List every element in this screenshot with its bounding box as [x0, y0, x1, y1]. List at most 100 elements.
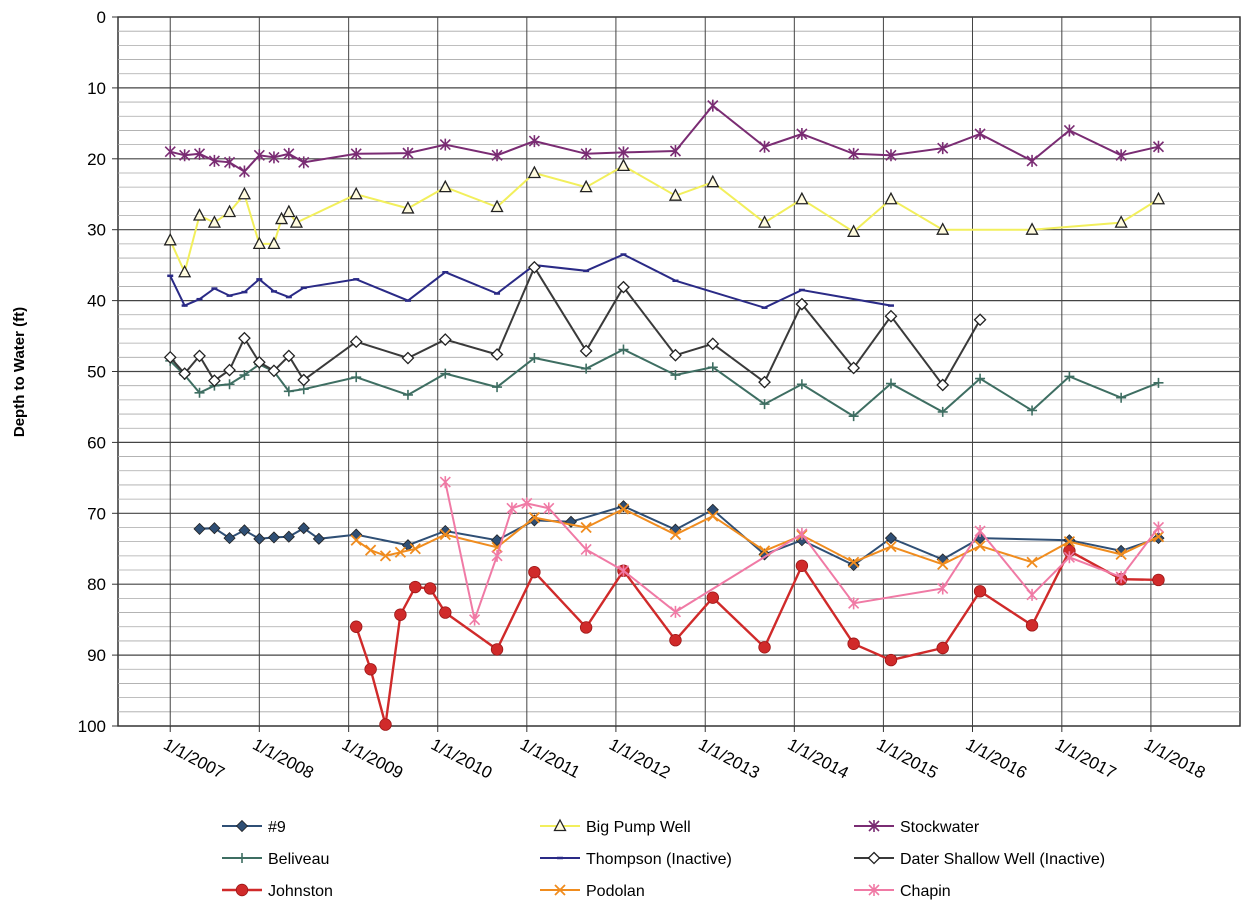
- data-point-stockwater: [402, 147, 414, 160]
- data-point-beliveau: [1027, 405, 1038, 416]
- data-point-big-pump-well: [1025, 222, 1039, 235]
- data-point-johnston: [1025, 619, 1039, 632]
- data-point-chapin: [669, 605, 682, 618]
- data-point-stockwater: [617, 146, 630, 159]
- data-point-big-pump-well: [207, 215, 221, 228]
- data-point-9: [439, 524, 452, 538]
- data-point-beliveau: [618, 344, 629, 355]
- data-point-podolan: [528, 511, 541, 524]
- data-point-chapin: [796, 527, 808, 540]
- data-point-beliveau: [239, 370, 250, 381]
- series-line-podolan: [355, 507, 1159, 566]
- series-johnston: [350, 544, 1165, 731]
- y-tick-label: 70: [87, 504, 106, 523]
- data-point-dater-shallow-well-inactive: [527, 260, 541, 274]
- data-point-stockwater: [298, 156, 310, 169]
- series-line-big-pump-well: [169, 164, 1160, 276]
- data-point-big-pump-well: [884, 191, 898, 205]
- data-point-podolan: [394, 546, 407, 558]
- legend-item-thompson-inactive: Thompson (Inactive): [540, 851, 732, 868]
- data-point-9: [223, 532, 236, 545]
- data-point-stockwater: [253, 149, 265, 162]
- data-point-9: [193, 522, 206, 535]
- data-point-9: [297, 522, 310, 535]
- y-axis-label: Depth to Water (ft): [11, 307, 28, 437]
- data-point-9: [884, 532, 898, 545]
- data-point-stockwater: [439, 138, 451, 151]
- data-point-big-pump-well: [616, 158, 631, 172]
- legend-marker: [867, 851, 881, 865]
- data-point-johnston: [439, 606, 452, 619]
- data-point-dater-shallow-well-inactive: [267, 364, 281, 378]
- data-point-stockwater: [223, 156, 236, 169]
- data-point-dater-shallow-well-inactive: [238, 331, 251, 345]
- data-point-beliveau: [402, 389, 413, 400]
- data-point-stockwater: [1063, 124, 1075, 137]
- legend-label: Thompson (Inactive): [586, 851, 732, 868]
- data-point-johnston: [758, 641, 771, 654]
- data-point-beliveau: [848, 411, 859, 422]
- data-point-chapin: [521, 497, 533, 510]
- data-point-chapin: [617, 564, 630, 577]
- data-point-big-pump-well: [349, 186, 363, 200]
- legend-label: Beliveau: [268, 851, 329, 868]
- data-point-dater-shallow-well-inactive: [297, 373, 311, 387]
- data-point-big-pump-well: [579, 179, 593, 193]
- data-point-johnston: [579, 621, 593, 634]
- data-point-chapin: [439, 476, 451, 489]
- y-tick-label: 30: [87, 221, 106, 240]
- data-point-beliveau: [283, 386, 294, 397]
- legend-label: Dater Shallow Well (Inactive): [900, 851, 1105, 868]
- legend-label: Podolan: [586, 883, 645, 900]
- data-point-beliveau: [194, 387, 205, 398]
- legend-item-podolan: Podolan: [540, 883, 645, 900]
- data-point-dater-shallow-well-inactive: [847, 361, 861, 375]
- data-point-stockwater: [758, 140, 771, 153]
- data-point-stockwater: [283, 147, 295, 160]
- data-point-podolan: [937, 558, 949, 570]
- y-tick-label: 50: [87, 363, 106, 382]
- data-point-big-pump-well: [274, 211, 289, 225]
- data-point-johnston: [409, 580, 422, 594]
- data-point-chapin: [848, 597, 860, 610]
- grid: [117, 16, 1241, 727]
- legend-item-dater-shallow-well-inactive: Dater Shallow Well (Inactive): [854, 851, 1105, 868]
- data-point-chapin: [937, 582, 949, 595]
- legend-marker: [235, 883, 249, 897]
- data-point-dater-shallow-well-inactive: [349, 335, 363, 349]
- data-point-big-pump-well: [267, 236, 281, 250]
- x-tick-label: 1/1/2012: [606, 735, 673, 783]
- data-point-big-pump-well: [936, 222, 950, 235]
- data-point-beliveau: [581, 363, 592, 374]
- y-axis-ticks: 0 10 20 30 40 50 60 70 80 90 100: [78, 8, 118, 736]
- legend-item-beliveau: Beliveau: [222, 851, 329, 868]
- series-big-pump-well: [163, 158, 1166, 278]
- data-point-stockwater: [528, 135, 540, 148]
- series-chapin: [439, 476, 1165, 626]
- data-point-dater-shallow-well-inactive: [936, 378, 950, 392]
- data-point-stockwater: [707, 99, 719, 112]
- data-point-podolan: [669, 528, 682, 541]
- data-point-big-pump-well: [178, 264, 192, 278]
- legend-item-chapin: Chapin: [854, 883, 951, 900]
- data-point-johnston: [884, 653, 898, 667]
- data-point-big-pump-well: [706, 174, 720, 188]
- data-point-podolan: [1115, 548, 1127, 561]
- x-tick-label: 1/1/2015: [874, 735, 941, 783]
- legend-label: Johnston: [268, 883, 333, 900]
- data-point-chapin: [1115, 571, 1127, 584]
- data-point-stockwater: [491, 149, 503, 162]
- data-point-beliveau: [759, 399, 770, 410]
- data-point-johnston: [973, 585, 987, 598]
- data-point-stockwater: [796, 127, 808, 140]
- data-point-big-pump-well: [795, 191, 809, 205]
- data-point-stockwater: [179, 149, 191, 162]
- data-point-stockwater: [268, 151, 280, 164]
- series-podolan: [350, 503, 1165, 570]
- data-point-johnston: [1152, 573, 1165, 587]
- data-point-dater-shallow-well-inactive: [193, 349, 206, 363]
- data-point-big-pump-well: [668, 188, 683, 201]
- data-point-beliveau: [529, 353, 540, 364]
- data-point-podolan: [350, 534, 362, 546]
